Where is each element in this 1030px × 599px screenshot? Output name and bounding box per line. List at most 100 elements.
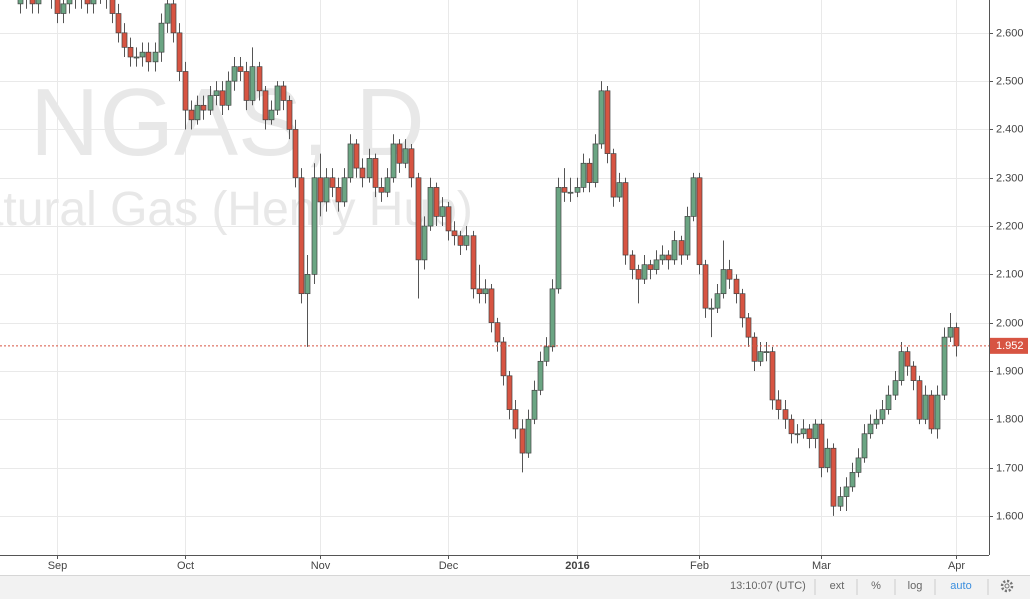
candle-body	[678, 240, 685, 256]
candle-body	[127, 46, 134, 58]
candle-body	[537, 360, 544, 391]
candle-body	[904, 351, 911, 367]
candle-body	[867, 423, 874, 435]
candle-body	[170, 3, 177, 34]
last-price-tag	[990, 337, 1028, 354]
candle-body	[280, 85, 287, 101]
candle-body	[800, 428, 807, 435]
candle-body	[769, 351, 776, 401]
candle-body	[543, 346, 550, 362]
x-tick-label: Apr	[948, 560, 965, 572]
candle-body	[463, 235, 470, 246]
candle-body	[574, 187, 581, 193]
candle-body	[610, 153, 617, 198]
candle-body	[176, 32, 183, 72]
candle-body	[139, 51, 146, 58]
candle-body	[525, 418, 532, 454]
candle-body	[335, 187, 342, 203]
candle-body	[84, 0, 91, 5]
candle-body	[837, 496, 844, 507]
candle-body	[947, 327, 954, 338]
candle-body	[488, 288, 495, 324]
candle-body	[329, 177, 336, 188]
candle-body	[788, 418, 795, 435]
candle-body	[726, 269, 733, 280]
x-tick-label: Dec	[439, 560, 459, 572]
candle-body	[433, 187, 440, 217]
candle-body	[29, 0, 36, 5]
x-tick-label: Oct	[177, 560, 194, 572]
candle-body	[665, 254, 672, 261]
candle-body	[207, 95, 214, 111]
x-tick-label: Feb	[690, 560, 709, 572]
settings-button[interactable]	[1000, 579, 1014, 593]
y-tick-label: 1.800	[996, 413, 1024, 425]
candle-body	[733, 278, 740, 295]
candle-body	[286, 100, 293, 130]
candle-body	[121, 32, 128, 48]
ext-button[interactable]: ext	[830, 580, 845, 592]
candle-body	[396, 143, 403, 164]
y-tick-label: 2.000	[996, 317, 1024, 329]
candle-body	[598, 90, 605, 145]
candle-body	[457, 235, 464, 246]
candle-body	[470, 235, 477, 290]
candle-body	[35, 0, 42, 5]
x-tick-label: Sep	[48, 560, 68, 572]
candle-body	[60, 3, 67, 14]
candle-body	[359, 167, 366, 179]
candle-body	[622, 182, 629, 256]
y-tick-label: 2.600	[996, 27, 1024, 39]
candle-body	[714, 293, 721, 309]
candle-body	[494, 322, 501, 343]
candle-body	[934, 394, 941, 430]
log-button[interactable]: log	[908, 580, 923, 592]
candle-body	[445, 206, 452, 232]
candle-body	[451, 230, 458, 237]
x-tick-label: Mar	[812, 560, 831, 572]
candle-body	[775, 399, 782, 410]
percent-button[interactable]: %	[871, 580, 881, 592]
candle-body	[188, 109, 195, 121]
candle-body	[629, 254, 636, 270]
x-tick-label: Nov	[311, 560, 331, 572]
candle-body	[237, 66, 244, 72]
candle-body	[928, 394, 935, 430]
candle-body	[133, 56, 140, 59]
candle-body	[109, 0, 116, 14]
candle-body	[353, 143, 360, 169]
candle-body	[268, 109, 275, 121]
candle-body	[66, 0, 73, 5]
auto-button[interactable]: auto	[950, 580, 971, 592]
candle-body	[390, 143, 397, 179]
candle-body	[54, 0, 61, 14]
candle-body	[145, 51, 152, 63]
axes: 1.600 1.700 1.800 1.900 2.000 2.100 2.200 2.300…	[0, 27, 1028, 572]
candle-body	[635, 269, 642, 280]
candle-body	[152, 51, 159, 63]
candle-body	[427, 187, 434, 227]
clock: 13:10:07 (UTC)	[730, 580, 806, 592]
y-tick-label: 2.500	[996, 75, 1024, 87]
candle-body	[592, 143, 599, 183]
candle-body	[604, 90, 611, 154]
candle-body	[671, 240, 678, 261]
candle-body	[659, 254, 666, 261]
candle-body	[696, 177, 703, 266]
candle-body	[408, 148, 415, 179]
candle-body	[341, 177, 348, 203]
candle-body	[311, 177, 318, 275]
y-tick-label: 2.100	[996, 268, 1024, 280]
candle-body	[684, 216, 691, 256]
candle-body	[647, 264, 654, 270]
candle-body	[794, 433, 801, 436]
candle-body	[402, 148, 409, 164]
candle-body	[739, 293, 746, 319]
candle-body	[274, 85, 281, 111]
candle-body	[482, 288, 489, 295]
candle-body	[378, 187, 385, 193]
candle-body	[439, 206, 446, 217]
candle-body	[506, 375, 513, 410]
candle-body	[298, 177, 305, 295]
